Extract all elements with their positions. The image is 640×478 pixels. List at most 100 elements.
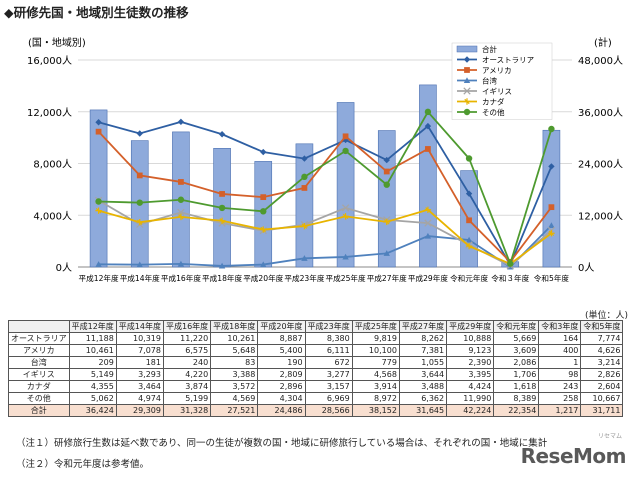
table-header: 平成29年度: [446, 320, 495, 333]
table-cell: 83: [210, 356, 259, 369]
table-cell: 42,224: [446, 404, 495, 417]
table-cell: 2,809: [257, 368, 306, 381]
series-point-2: [136, 261, 143, 268]
legend-marker-1: [464, 67, 470, 73]
series-point-1: [136, 172, 143, 179]
series-point-0: [424, 122, 432, 130]
table-cell: 22,354: [493, 404, 540, 417]
series-point-0: [218, 131, 226, 138]
table-cell: 98: [538, 368, 582, 381]
table-cell: 36,424: [68, 404, 117, 417]
row-label: アメリカ: [8, 344, 70, 357]
table-cell: 5,062: [68, 392, 117, 405]
right-tick-label: 12,000人: [578, 210, 623, 222]
table-cell: 4,974: [115, 392, 164, 405]
table-cell: 1,618: [493, 380, 540, 393]
table-cell: 3,609: [493, 344, 540, 357]
series-point-1: [178, 179, 184, 185]
series-point-1: [342, 133, 349, 140]
series-point-2: [218, 262, 226, 269]
table-row: イギリス 5,149 3,293 4,220 3,388 2,809 3,277 4,568 3…: [8, 368, 624, 381]
legend-label-4: カナダ: [482, 97, 505, 107]
category-label: 令和元年度: [450, 273, 488, 283]
table-row: アメリカ 10,461 7,078 6,575 5,648 5,400 6,111 10,10…: [8, 344, 624, 357]
bar-total: [336, 102, 355, 268]
table-cell: 1,217: [538, 404, 582, 417]
series-point-1: [219, 191, 225, 197]
table-cell: 8,972: [351, 392, 400, 405]
left-axis-label: (国・地域別): [28, 36, 86, 49]
table-cell: 10,667: [580, 392, 624, 405]
corner-cell: [8, 320, 70, 333]
series-point-1: [466, 217, 472, 224]
table-cell: 5,199: [162, 392, 212, 405]
table-header: 平成20年度: [257, 320, 306, 333]
series-point-1: [425, 146, 431, 152]
series-point-0: [177, 118, 185, 126]
table-cell: 2,896: [257, 380, 306, 393]
table-cell: 5,648: [210, 344, 259, 357]
table-cell: 209: [68, 356, 117, 369]
table-cell: 4,424: [446, 380, 495, 393]
row-label: イギリス: [8, 368, 70, 381]
left-tick-label: 16,000人: [27, 55, 72, 67]
table-cell: 10,461: [68, 344, 117, 357]
row-label: 台湾: [8, 356, 70, 369]
series-line-4: [98, 208, 552, 265]
table-cell: 7,381: [398, 344, 448, 357]
table-cell: 6,575: [162, 344, 212, 357]
right-tick-label: 24,000人: [578, 159, 623, 171]
series-point-5: [507, 260, 514, 267]
row-label: その他: [8, 392, 70, 405]
table-cell: 164: [538, 332, 582, 345]
series-point-4: [136, 218, 143, 226]
table-cell: 258: [538, 392, 582, 405]
legend-marker-0: [463, 56, 471, 63]
table-cell: 6,111: [304, 344, 353, 357]
table-cell: 31,711: [580, 404, 624, 417]
category-label: 令和5年度: [534, 273, 570, 283]
table-unit: (単位：人): [584, 311, 628, 321]
series-point-4: [465, 242, 473, 250]
table-cell: 3,644: [398, 368, 448, 381]
series-point-2: [465, 236, 473, 243]
category-label: 令和３年度: [491, 273, 529, 283]
table-cell: 2,604: [580, 380, 624, 393]
table-cell: 779: [351, 356, 400, 369]
row-label: カナダ: [8, 380, 70, 393]
table-header: 令和元年度: [493, 320, 540, 333]
data-table: 平成12年度 平成14年度 平成16年度 平成18年度 平成20年度 平成23年度 平成25…: [8, 320, 624, 417]
series-point-0: [465, 190, 473, 197]
series-point-5: [548, 125, 555, 133]
category-label: 平成20年度: [243, 273, 283, 283]
series-point-5: [136, 199, 143, 206]
table-cell: 4,568: [351, 368, 400, 381]
legend-swatch-total: [456, 45, 478, 53]
legend-label-3: イギリス: [482, 87, 512, 96]
category-label: 平成23年度: [284, 273, 324, 283]
table-cell: 8,262: [398, 332, 448, 345]
series-point-2: [383, 250, 390, 256]
table-cell: 672: [304, 356, 353, 369]
series-point-0: [301, 155, 308, 162]
legend-label-total: 合計: [482, 44, 497, 54]
series-point-4: [95, 207, 102, 214]
table-cell: 4,626: [580, 344, 624, 357]
table-cell: 6,362: [398, 392, 448, 405]
table-cell: 3,293: [115, 368, 164, 381]
series-line-2: [98, 224, 553, 269]
table-header: 平成23年度: [304, 320, 353, 333]
table-cell: 7,078: [115, 344, 164, 357]
series-point-5: [260, 208, 267, 215]
legend-marker-5: [463, 108, 471, 116]
legend-label-0: オーストラリア: [482, 56, 534, 65]
table-cell: 181: [115, 356, 164, 369]
table-header: 平成14年度: [115, 320, 164, 333]
right-tick-label: 48,000人: [578, 55, 623, 67]
series-point-4: [177, 213, 185, 221]
series-point-1: [548, 204, 555, 211]
series-point-5: [424, 108, 432, 116]
table-cell: 8,380: [304, 332, 353, 345]
series-point-4: [548, 230, 555, 237]
table-cell: 1: [538, 356, 582, 369]
